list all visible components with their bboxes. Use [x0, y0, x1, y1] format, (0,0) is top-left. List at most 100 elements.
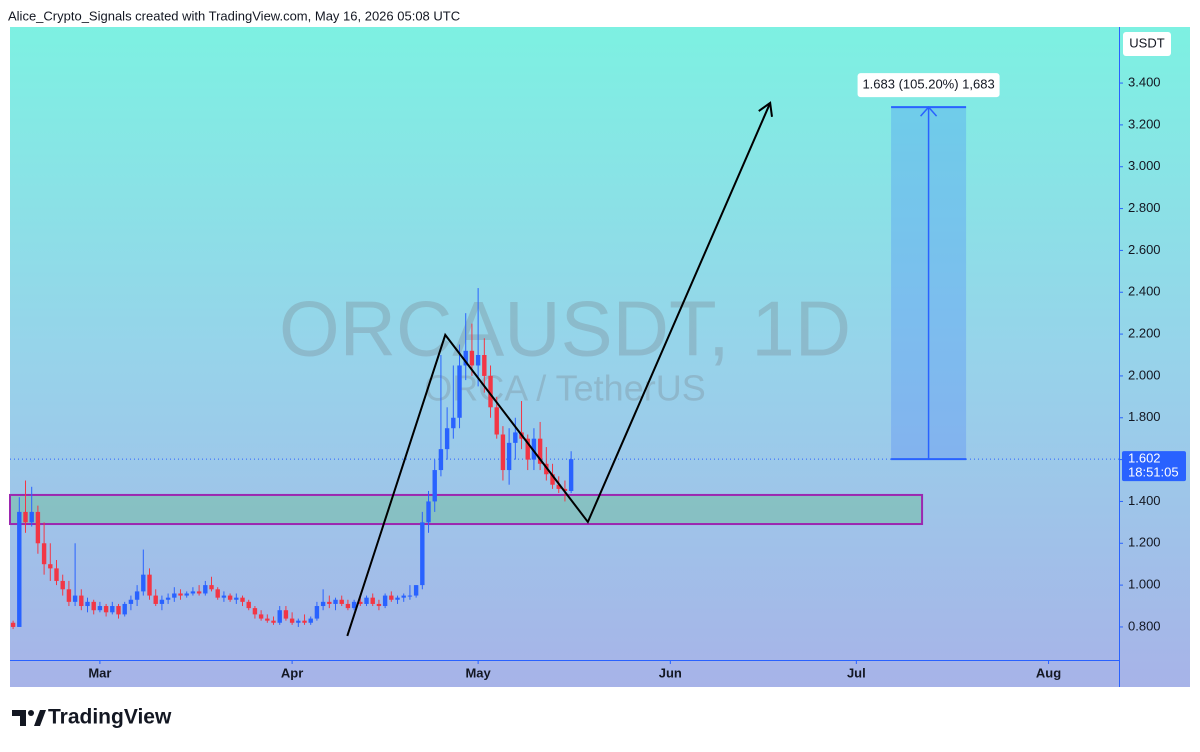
candle-body	[66, 589, 72, 602]
candle-body	[159, 599, 165, 604]
header: Alice_Crypto_Signals created with Tradin…	[8, 8, 460, 23]
projection-path	[346, 102, 772, 637]
candle-body	[562, 488, 568, 491]
candle-body	[97, 606, 103, 611]
candle-body	[190, 591, 196, 594]
candle-body	[339, 599, 344, 604]
candle-body	[556, 484, 561, 489]
candle-body	[568, 459, 574, 491]
candle-body	[513, 432, 518, 443]
candle-body	[79, 595, 84, 607]
candle-body	[122, 603, 127, 615]
x-tick-label: Jul	[847, 665, 866, 680]
candle-body	[178, 593, 183, 596]
candle-body	[488, 375, 493, 408]
y-tick-label: 1.200	[1128, 535, 1161, 550]
candle-body	[227, 595, 233, 600]
candle-body	[457, 365, 462, 418]
candle-body	[29, 511, 34, 523]
candle-body	[54, 568, 59, 581]
currency: USDT	[1129, 35, 1164, 50]
x-tick-label: Mar	[88, 665, 111, 680]
candle-body	[246, 601, 251, 609]
candle-body	[289, 618, 295, 623]
candle-body	[85, 601, 90, 607]
arrow-head	[758, 101, 773, 117]
candle-body	[333, 599, 338, 604]
candle-body	[103, 606, 109, 613]
candle-body	[351, 601, 357, 609]
candle-body	[320, 601, 326, 607]
currency-box	[1123, 32, 1171, 56]
candle-body	[327, 601, 332, 604]
y-tick-label: 1.400	[1128, 493, 1161, 508]
candle-body	[395, 597, 400, 600]
candle-body	[401, 595, 406, 598]
candle-body	[314, 606, 320, 619]
candle-body	[234, 597, 239, 600]
candle-body	[500, 434, 506, 471]
candle-body	[296, 620, 301, 623]
candle-body	[265, 618, 270, 621]
candle-body	[475, 355, 481, 366]
candle-body	[172, 593, 177, 598]
y-tick-label: 2.000	[1128, 367, 1161, 382]
candle-body	[258, 614, 264, 619]
countdown: 18:51:05	[1128, 465, 1179, 480]
candle-body	[196, 591, 202, 594]
candle-body	[451, 417, 456, 429]
y-tick-label: 0.800	[1128, 618, 1161, 633]
candle-body	[537, 438, 543, 464]
candle-body	[432, 470, 437, 502]
candle-body	[370, 597, 375, 604]
y-tick-label: 1.000	[1128, 577, 1161, 592]
candle-body	[376, 603, 382, 607]
candle-body	[271, 620, 276, 623]
candle-body	[153, 595, 158, 604]
candle-body	[203, 585, 208, 594]
candle-body	[420, 522, 425, 586]
candle-body	[215, 589, 220, 598]
candle-body	[116, 606, 121, 615]
chart-panel	[10, 27, 1190, 687]
candle-body	[407, 595, 413, 597]
y-tick-label: 2.800	[1128, 200, 1161, 215]
candle-body	[147, 574, 152, 596]
candle-body	[141, 574, 146, 592]
candle-body	[413, 585, 419, 596]
last-price-box	[1122, 451, 1186, 482]
candle-body	[283, 610, 289, 619]
candle-body	[482, 355, 487, 376]
x-tick-label: Aug	[1036, 665, 1061, 680]
candle-body	[277, 610, 282, 623]
plot: 0.8001.0001.2001.4001.6001.8002.0002.200…	[9, 73, 1186, 680]
brand: TradingView	[48, 706, 172, 729]
candle-body	[41, 543, 47, 565]
x-tick-label: Jun	[659, 665, 682, 680]
candle-body	[35, 511, 41, 544]
x-tick-label: May	[465, 665, 491, 680]
candle-body	[426, 501, 431, 523]
candle-body	[72, 595, 78, 602]
candle-body	[17, 511, 22, 627]
candle-body	[438, 449, 444, 471]
candle-body	[358, 601, 363, 604]
support-zone	[9, 493, 924, 526]
candle-body	[240, 597, 245, 602]
candle-body	[494, 407, 499, 435]
candle-body	[134, 591, 140, 600]
y-tick-label: 3.000	[1128, 158, 1161, 173]
candle-body	[184, 593, 189, 596]
watermark-title: ORCAUSDT, 1D	[279, 285, 851, 373]
candle-body	[308, 618, 313, 623]
y-tick-label: 2.600	[1128, 242, 1161, 257]
candle-body	[550, 474, 555, 485]
candle-body	[165, 597, 171, 600]
y-tick-label: 1.800	[1128, 409, 1161, 424]
candle-body	[506, 442, 512, 471]
candle-body	[48, 564, 53, 569]
candle-body	[469, 350, 475, 366]
measure-arrow-head	[920, 105, 938, 117]
candle-body	[110, 606, 115, 613]
